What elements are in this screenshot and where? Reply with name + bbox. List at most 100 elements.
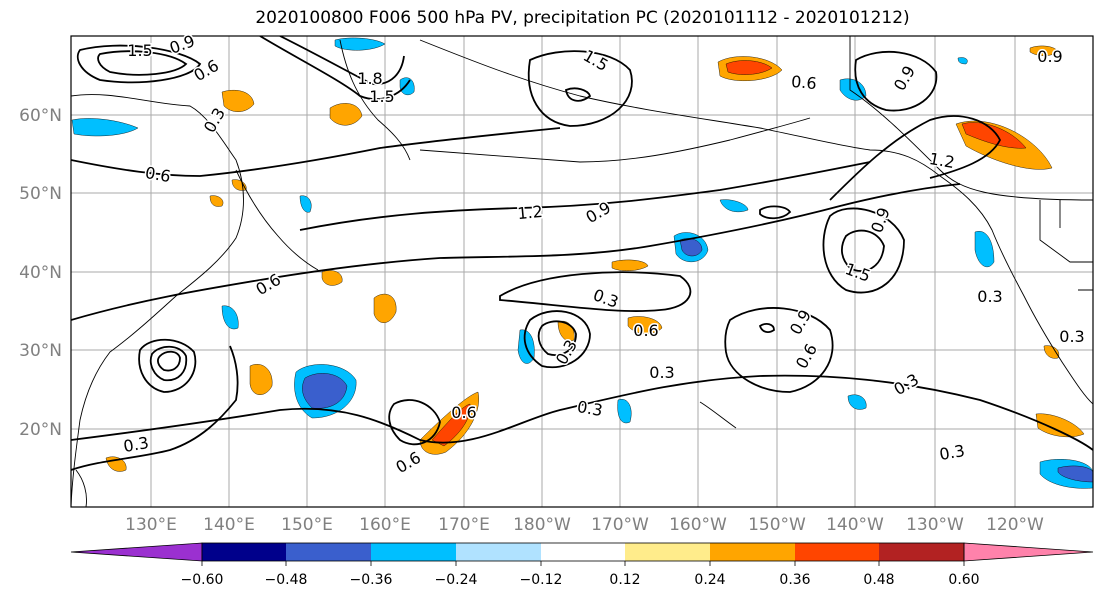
precip-pos-h xyxy=(627,316,663,334)
precip-pos-l xyxy=(321,270,343,286)
contour-basin-1 xyxy=(499,271,692,312)
contour-label: 1.8 xyxy=(357,69,382,88)
contour-loop-1 xyxy=(138,338,197,393)
border-states xyxy=(1039,200,1093,291)
contour-label: 0.6 xyxy=(451,403,476,422)
lat-label-40: 40°N xyxy=(19,263,62,283)
contour-cutoff-1 xyxy=(841,229,885,272)
precip-pos-c-core xyxy=(431,403,471,447)
contour-nw-high-2 xyxy=(97,50,188,76)
colorbar-tick-3: −0.24 xyxy=(434,572,478,588)
colorbar-cell-3 xyxy=(371,543,456,561)
coast-asia xyxy=(71,94,244,507)
contour-label: 1.2 xyxy=(517,202,544,223)
contour-small-1 xyxy=(759,205,792,220)
lon-label-160w: 160°W xyxy=(669,515,727,535)
contour-loop-1b xyxy=(149,345,188,382)
contour-0-6-east xyxy=(854,50,938,112)
contour-loop-1c xyxy=(157,350,181,372)
colorbar-frame xyxy=(201,542,965,562)
coastlines xyxy=(71,36,1093,507)
colorbar-cell-7 xyxy=(710,543,795,561)
precip-pos-d xyxy=(221,90,255,112)
colorbar-tick-4: −0.12 xyxy=(519,572,563,588)
contour-label: 0.9 xyxy=(1037,47,1062,66)
precip-neg-h xyxy=(221,305,239,330)
precip-neg-nw xyxy=(71,118,139,137)
contour-label: 1.5 xyxy=(127,41,152,60)
coast-philippines xyxy=(75,469,87,507)
contour-nw-jet-2 xyxy=(279,36,405,85)
coast-aleutians xyxy=(419,117,811,163)
colorbar-cell-6 xyxy=(625,543,710,561)
coast-japan xyxy=(235,169,319,271)
lon-label-120w: 120°W xyxy=(986,515,1044,535)
lon-label-140e: 140°E xyxy=(203,515,255,535)
colorbar-tick-0: −0.60 xyxy=(180,572,224,588)
colorbar-cell-1 xyxy=(202,543,286,561)
precip-pos-i xyxy=(611,259,649,271)
gridlines xyxy=(71,36,1093,507)
precip-neg-e xyxy=(839,78,867,101)
precip-pos-j xyxy=(1035,413,1085,438)
contour-high-1-inner xyxy=(564,87,592,102)
contour-label: 0.3 xyxy=(977,287,1002,306)
lon-label-140w: 140°W xyxy=(826,515,884,535)
lon-label-150e: 150°E xyxy=(281,515,333,535)
lat-label-30: 30°N xyxy=(19,341,62,361)
contour-trough-1 xyxy=(829,115,1002,201)
colorbar-tick-9: 0.60 xyxy=(948,572,980,588)
colorbar-cell-9 xyxy=(879,543,964,561)
contour-label: 0.6 xyxy=(790,72,817,93)
contour-0-6-north xyxy=(71,127,561,177)
contour-loop-2b xyxy=(537,320,577,356)
contour-basin-2 xyxy=(724,307,834,393)
precip-neg-a-core xyxy=(302,373,348,409)
precip-neg-g-core xyxy=(1057,465,1093,483)
colorbar-tick-1: −0.48 xyxy=(264,572,308,588)
contour-high-1 xyxy=(527,50,633,127)
precip-pos-p xyxy=(1043,345,1060,359)
colorbar-cell-8 xyxy=(795,543,879,561)
precip-neg-d xyxy=(617,399,632,424)
precip-shading xyxy=(71,37,1093,489)
contour-0-3-south xyxy=(71,374,1093,451)
pv-contours xyxy=(71,36,1093,471)
contour-label: 0.3 xyxy=(576,397,604,420)
precip-neg-k xyxy=(957,57,968,65)
lat-label-60: 60°N xyxy=(19,106,62,126)
precip-neg-l xyxy=(299,195,312,213)
precip-pos-o xyxy=(1029,45,1059,56)
colorbar-cell-2 xyxy=(286,543,371,561)
lon-label-170w: 170°W xyxy=(591,515,649,535)
lon-label-130w: 130°W xyxy=(906,515,964,535)
lon-label-170e: 170°E xyxy=(438,515,490,535)
lat-label-20: 20°N xyxy=(19,420,62,440)
contour-label: 0.3 xyxy=(1059,327,1084,346)
contour-west-0-3 xyxy=(71,345,239,471)
colorbar-cell-0 xyxy=(70,542,203,562)
precip-neg-j xyxy=(719,199,749,213)
precip-neg-i xyxy=(847,394,867,410)
contour-label: 1.5 xyxy=(369,87,394,106)
contour-loop-3 xyxy=(388,399,441,446)
coast-hawaii xyxy=(699,401,737,429)
precip-neg-f xyxy=(974,231,995,268)
lat-label-50: 50°N xyxy=(19,184,62,204)
lon-label-160e: 160°E xyxy=(359,515,411,535)
colorbar-tick-5: 0.12 xyxy=(609,572,641,588)
contour-1-2 xyxy=(299,161,871,231)
map-frame xyxy=(70,35,1094,508)
colorbar-tick-6: 0.24 xyxy=(694,572,726,588)
contour-loop-2 xyxy=(523,310,591,369)
contour-nw-high xyxy=(76,44,202,84)
colorbar-tick-8: 0.48 xyxy=(863,572,895,588)
colorbar-cell-10 xyxy=(963,542,1094,562)
precip-pos-g xyxy=(249,364,273,395)
colorbar-cell-5 xyxy=(541,543,625,561)
contour-small-2 xyxy=(758,323,775,333)
lon-label-150w: 150°W xyxy=(748,515,806,535)
contour-labels: 1.5 0.90.6 1.81.50.31.21.50.6 0.90.90.61.20… xyxy=(120,30,1086,479)
lon-label-130e: 130°E xyxy=(125,515,177,535)
map-title: 2020100800 F006 500 hPa PV, precipitatio… xyxy=(255,8,910,28)
